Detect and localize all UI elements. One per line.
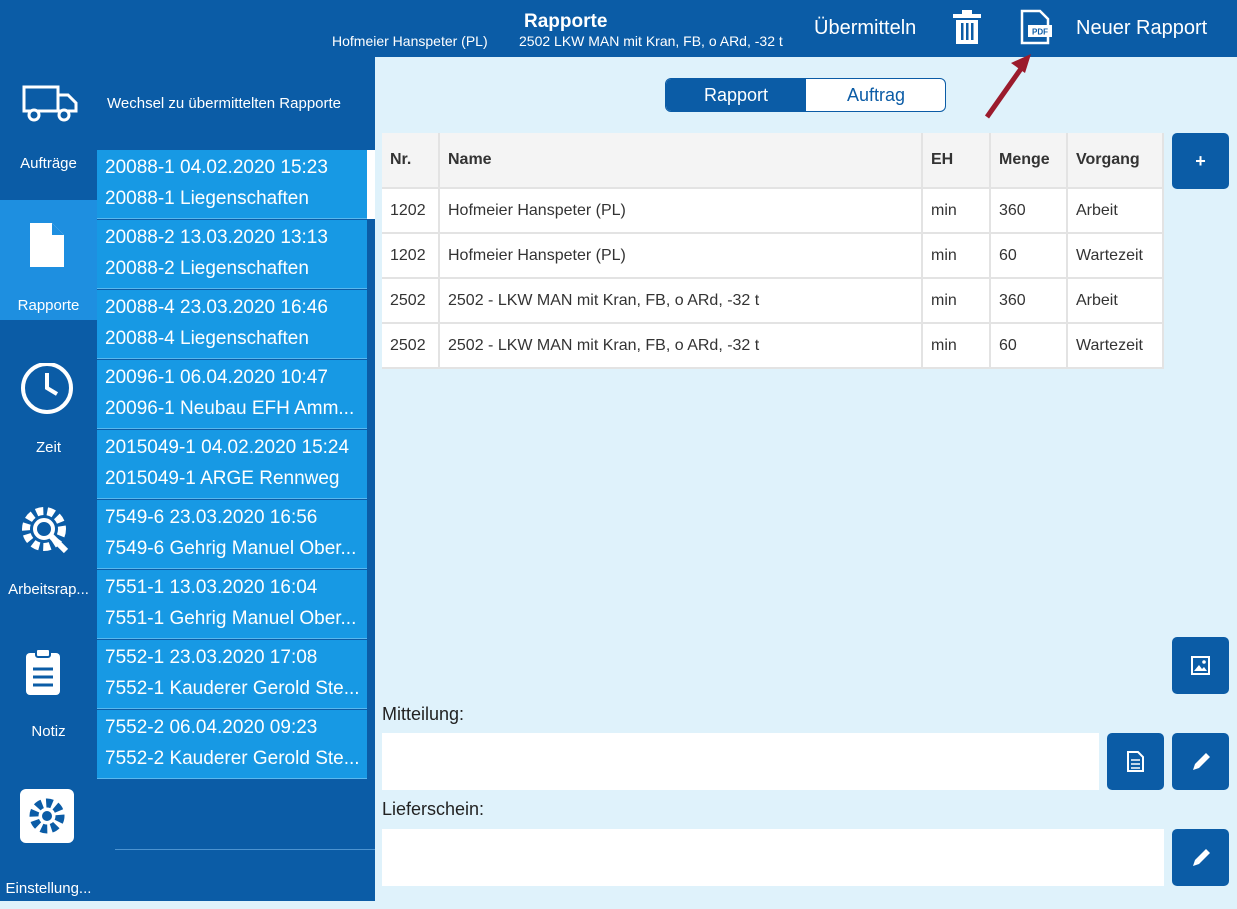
report-title: 20088-4 23.03.2020 16:46: [105, 297, 328, 318]
report-title: 7551-1 13.03.2020 16:04: [105, 577, 318, 598]
report-title: 20088-2 13.03.2020 13:13: [105, 227, 328, 248]
new-report-button[interactable]: Neuer Rapport: [1076, 17, 1208, 39]
nav-label: Notiz: [31, 723, 66, 740]
segment[interactable]: Auftrag: [846, 85, 906, 105]
subtitle-vehicle: 2502 LKW MAN mit Kran, FB, o ARd, -32 t: [519, 33, 783, 49]
table-cell: Hofmeier Hanspeter (PL): [440, 234, 923, 279]
pdf-button[interactable]: PDF: [1018, 9, 1054, 45]
nav-label: Einstellung...: [5, 880, 92, 897]
report-title: 20096-1 06.04.2020 10:47: [105, 367, 328, 388]
table-cell: 2502 - LKW MAN mit Kran, FB, o ARd, -32 …: [440, 279, 923, 324]
table-cell: 2502 - LKW MAN mit Kran, FB, o ARd, -32 …: [440, 324, 923, 369]
annotation-arrow: [984, 54, 1031, 119]
nav-label: Zeit: [35, 439, 61, 456]
edit-button[interactable]: [1172, 733, 1229, 790]
top-bar: Rapporte Hofmeier Hanspeter (PL) 2502 LK…: [0, 0, 1237, 57]
table-cell: 360: [991, 279, 1068, 324]
table-cell: min: [923, 324, 991, 369]
report-item[interactable]: 7549-6 23.03.2020 16:56 7549-6 Gehrig Man…: [97, 500, 367, 569]
column-header: Menge: [991, 133, 1068, 189]
report-title: 7552-1 23.03.2020 17:08: [105, 647, 318, 668]
nav-item[interactable]: Zeit: [0, 341, 97, 483]
nav-icon: [22, 85, 78, 122]
table-cell: Hofmeier Hanspeter (PL): [440, 189, 923, 234]
nav-label: Aufträge: [20, 155, 77, 172]
report-subtitle: 7552-2 Kauderer Gerold Ste...: [105, 748, 360, 769]
table-cell: min: [923, 279, 991, 324]
nav-label: Rapporte: [17, 297, 80, 314]
table-cell: min: [923, 189, 991, 234]
nav-icon: [20, 789, 74, 843]
delivery-input[interactable]: [382, 829, 1164, 886]
table-cell: Wartezeit: [1068, 234, 1164, 279]
report-subtitle: 7549-6 Gehrig Manuel Ober...: [105, 538, 357, 559]
column-header: Nr.: [382, 133, 440, 189]
report-title: 7552-2 06.04.2020 09:23: [105, 717, 318, 738]
report-title: 7549-6 23.03.2020 16:56: [105, 507, 318, 528]
table-cell: 360: [991, 189, 1068, 234]
table-cell: 2502: [382, 324, 440, 369]
segment-selected[interactable]: Rapport: [666, 79, 806, 111]
table: Nr. Name EH Menge Vorgang 1202 Hofmeier Hanspe…: [382, 133, 1164, 369]
submit-button[interactable]: Übermitteln: [814, 17, 917, 39]
add-button[interactable]: +: [1172, 133, 1229, 189]
table-cell: 2502: [382, 279, 440, 324]
table-cell: 1202: [382, 234, 440, 279]
delivery-label: Lieferschein:: [382, 799, 485, 819]
report-subtitle: 7552-1 Kauderer Gerold Ste...: [105, 678, 360, 699]
column-header: EH: [923, 133, 991, 189]
edit-button[interactable]: [1172, 829, 1229, 886]
report-item[interactable]: 20096-1 06.04.2020 10:47 20096-1 Neubau E…: [97, 360, 367, 429]
report-item[interactable]: 7551-1 13.03.2020 16:04 7551-1 Gehrig Man…: [97, 570, 367, 639]
image-button[interactable]: [1172, 637, 1229, 694]
message-input[interactable]: [382, 733, 1099, 790]
report-subtitle: 20088-4 Liegenschaften: [105, 328, 309, 349]
report-item[interactable]: 20088-1 04.02.2020 15:23 20088-1 Liegensc…: [97, 150, 367, 219]
nav-icon: [22, 507, 69, 554]
title: Rapporte: [524, 11, 608, 32]
report-item[interactable]: 7552-1 23.03.2020 17:08 7552-1 Kauderer G…: [97, 640, 367, 709]
nav-icon: [21, 363, 73, 414]
svg-text:PDF: PDF: [1032, 28, 1048, 37]
table-cell: 1202: [382, 189, 440, 234]
nav: Aufträge Rapporte Zeit Arbeitsrap... Notiz Ei…: [0, 0, 97, 901]
report-item[interactable]: 20088-2 13.03.2020 13:13 20088-2 Liegensc…: [97, 220, 367, 289]
subtitle-person: Hofmeier Hanspeter (PL): [332, 33, 488, 49]
segmented-control: Rapport Auftrag: [665, 78, 946, 112]
table-cell: 60: [991, 234, 1068, 279]
column-header: Vorgang: [1068, 133, 1164, 189]
report-subtitle: 20088-1 Liegenschaften: [105, 188, 309, 209]
report-subtitle: 20088-2 Liegenschaften: [105, 258, 309, 279]
report-subtitle: 20096-1 Neubau EFH Amm...: [105, 398, 355, 419]
table-cell: Arbeit: [1068, 189, 1164, 234]
nav-item[interactable]: Notiz: [0, 625, 97, 767]
report-title: 20088-1 04.02.2020 15:23: [105, 157, 328, 178]
table-cell: min: [923, 234, 991, 279]
report-title: 2015049-1 04.02.2020 15:24: [105, 437, 350, 458]
nav-item[interactable]: Rapporte: [0, 199, 97, 341]
table-cell: Wartezeit: [1068, 324, 1164, 369]
column-header: Name: [440, 133, 923, 189]
nav-item[interactable]: Einstellung...: [0, 767, 97, 909]
nav-bar: [0, 57, 97, 901]
report-item[interactable]: 20088-4 23.03.2020 16:46 20088-4 Liegensc…: [97, 290, 367, 359]
toggle-link[interactable]: Wechsel zu übermittelten Rapporte: [107, 95, 342, 112]
nav-item[interactable]: Arbeitsrap...: [0, 483, 97, 625]
report-item[interactable]: 7552-2 06.04.2020 09:23 7552-2 Kauderer G…: [97, 710, 367, 779]
table-cell: 60: [991, 324, 1068, 369]
message-label: Mitteilung:: [382, 704, 465, 724]
list-divider: [115, 849, 375, 850]
nav-label: Arbeitsrap...: [8, 581, 89, 598]
nav-icon: [30, 223, 64, 267]
list-gap: [367, 150, 375, 219]
report-subtitle: 7551-1 Gehrig Manuel Ober...: [105, 608, 357, 629]
report-item[interactable]: 2015049-1 04.02.2020 15:24 2015049-1 ARGE…: [97, 430, 367, 499]
report-subtitle: 2015049-1 ARGE Rennweg: [105, 468, 340, 489]
nav-item[interactable]: Aufträge: [0, 57, 97, 199]
text-button[interactable]: [1107, 733, 1164, 790]
table-cell: Arbeit: [1068, 279, 1164, 324]
trash-button[interactable]: [951, 10, 983, 46]
nav-icon: [26, 648, 60, 695]
